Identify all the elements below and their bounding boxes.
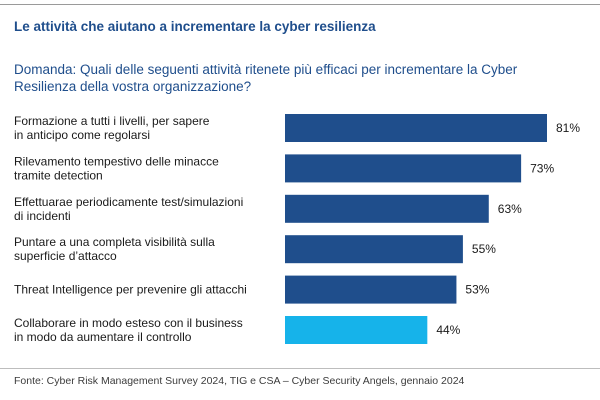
- source-note: Fonte: Cyber Risk Management Survey 2024…: [14, 375, 465, 387]
- category-label: Formazione a tutti i livelli, per sapere…: [14, 114, 210, 142]
- bar: [285, 275, 457, 304]
- category-label: Puntare a una completa visibilità sulla s…: [14, 235, 215, 263]
- value-label: 55%: [472, 242, 496, 256]
- bar: [285, 114, 547, 142]
- chart-title: Le attività che aiutano a incrementare l…: [14, 19, 376, 34]
- bottom-rule: [0, 368, 600, 369]
- value-label: 81%: [556, 121, 580, 135]
- category-label: Rilevamento tempestivo delle minacce tram…: [14, 154, 219, 182]
- chart-question: Domanda: Quali delle seguenti attività r…: [14, 62, 518, 94]
- value-label: 63%: [498, 202, 522, 216]
- category-label: Collaborare in modo esteso con il busine…: [14, 316, 243, 344]
- value-label: 73%: [530, 161, 554, 175]
- top-rule: [0, 4, 600, 5]
- bar: [285, 194, 489, 223]
- bar: [285, 235, 463, 264]
- category-label: Effettuarae periodicamente test/simulazi…: [14, 195, 243, 223]
- bar: [285, 154, 522, 183]
- value-label: 53%: [465, 283, 489, 297]
- bar: [285, 316, 428, 344]
- category-label: Threat Intelligence per prevenire gli at…: [14, 283, 247, 297]
- value-label: 44%: [436, 323, 460, 337]
